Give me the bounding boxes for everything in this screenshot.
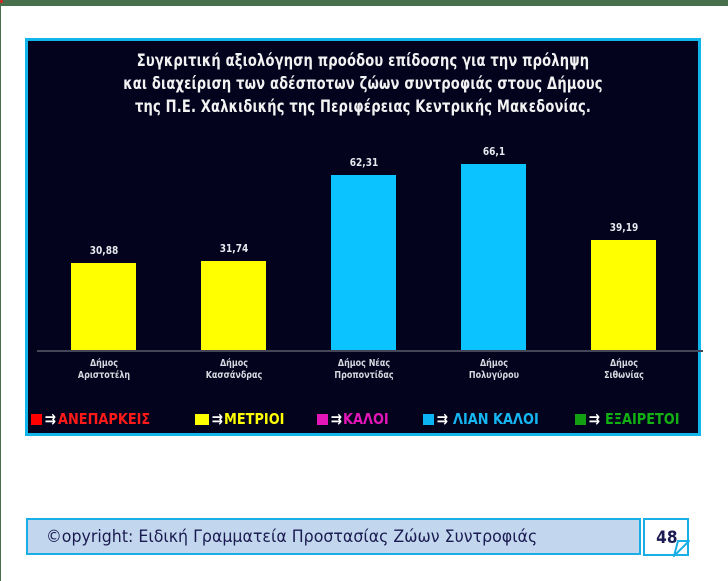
legend-item-inadequate: ⇉ ΑΝΕΠΑΡΚΕΙΣ bbox=[31, 410, 165, 428]
plot-area: 30,88 Δήμος Αριστοτέλη 31,74 Δήμος Κασσάνδρας… bbox=[28, 41, 703, 433]
category-label-line-2: Κασσάνδρας bbox=[205, 370, 263, 381]
legend-label: ΑΝΕΠΑΡΚΕΙΣ bbox=[57, 410, 150, 428]
chart-title-line-3: της Π.Ε. Χαλκιδικής της Περιφέρειας Κεντ… bbox=[134, 97, 592, 116]
chart-panel: Συγκριτική αξιολόγηση προόδου επίδοσης γ… bbox=[25, 38, 703, 436]
legend-label: ΚΑΛΟΙ bbox=[343, 410, 390, 428]
legend: ⇉ ΑΝΕΠΑΡΚΕΙΣ ⇉ ΜΕΤΡΙΟΙ ⇉ ΚΑΛΟΙ ⇉ ΛΙΑΝ ΚΑ… bbox=[31, 409, 698, 429]
legend-item-excellent: ⇉ ΕΞΑΙΡΕΤΟΙ bbox=[574, 410, 692, 428]
category-label: Δήμος Κασσάνδρας bbox=[190, 358, 278, 382]
copyright-footer: ©opyright: Ειδική Γραμματεία Προστασίας … bbox=[26, 518, 641, 555]
bar-value-label: 39,19 bbox=[609, 221, 639, 234]
category-label-line-1: Δήμος bbox=[89, 358, 118, 369]
category-label: Δήμος Αριστοτέλη bbox=[60, 358, 148, 382]
arrow-icon: ⇉ bbox=[330, 410, 342, 428]
category-label-line-1: Δήμος bbox=[219, 358, 248, 369]
category-label-line-1: Δήμος bbox=[609, 358, 638, 369]
category-label: Δήμος Σιθωνίας bbox=[580, 358, 668, 382]
category-label-line-2: Αριστοτέλη bbox=[77, 370, 131, 381]
category-label-line-1: Δήμος Νέας bbox=[337, 358, 391, 369]
bar-value-label: 31,74 bbox=[219, 242, 249, 255]
bar bbox=[71, 263, 136, 350]
bar bbox=[201, 261, 266, 350]
legend-swatch-magenta bbox=[316, 413, 328, 425]
category-label: Δήμος Νέας Προποντίδας bbox=[320, 358, 408, 382]
page-number: 48 bbox=[656, 528, 678, 548]
chart-title-line-1: Συγκριτική αξιολόγηση προόδου επίδοσης γ… bbox=[136, 51, 590, 70]
bar bbox=[461, 164, 526, 350]
legend-label: ΕΞΑΙΡΕΤΟΙ bbox=[605, 410, 680, 428]
arrow-icon: ⇉ bbox=[211, 410, 223, 428]
page-number-box: 48 bbox=[643, 518, 689, 556]
legend-item-good: ⇉ ΚΑΛΟΙ bbox=[316, 410, 397, 428]
legend-swatch-cyan bbox=[422, 413, 434, 425]
left-edge-line bbox=[0, 0, 1, 581]
arrow-icon: ⇉ bbox=[588, 410, 600, 428]
legend-swatch-green bbox=[574, 413, 586, 425]
legend-label: ΛΙΑΝ ΚΑΛΟΙ bbox=[453, 410, 539, 428]
x-axis-baseline bbox=[37, 350, 703, 352]
legend-item-very-good: ⇉ ΛΙΑΝ ΚΑΛΟΙ bbox=[422, 410, 553, 428]
bar bbox=[591, 240, 656, 350]
category-label-line-2: Προποντίδας bbox=[334, 370, 394, 381]
copyright-text: ©opyright: Ειδική Γραμματεία Προστασίας … bbox=[46, 526, 538, 547]
category-label-line-2: Πολυγύρου bbox=[468, 370, 520, 381]
chart-title-line-2: και διαχείριση των αδέσποτων ζώων συντρο… bbox=[123, 74, 603, 93]
chart-title: Συγκριτική αξιολόγηση προόδου επίδοσης γ… bbox=[68, 49, 658, 118]
legend-swatch-yellow bbox=[194, 413, 209, 425]
top-bar bbox=[0, 0, 728, 6]
arrow-icon: ⇉ bbox=[436, 410, 448, 428]
bar bbox=[331, 175, 396, 350]
bar-value-label: 62,31 bbox=[349, 156, 379, 169]
category-label: Δήμος Πολυγύρου bbox=[450, 358, 538, 382]
page-curl-icon bbox=[673, 540, 690, 557]
marker-dot bbox=[0, 0, 3, 3]
category-label-line-2: Σιθωνίας bbox=[604, 370, 644, 381]
legend-swatch-red bbox=[31, 413, 42, 425]
legend-label: ΜΕΤΡΙΟΙ bbox=[224, 410, 285, 428]
legend-item-moderate: ⇉ ΜΕΤΡΙΟΙ bbox=[194, 410, 295, 428]
category-label-line-1: Δήμος bbox=[479, 358, 508, 369]
arrow-icon: ⇉ bbox=[44, 410, 56, 428]
bar-value-label: 30,88 bbox=[89, 244, 119, 257]
bar-value-label: 66,1 bbox=[482, 145, 506, 158]
